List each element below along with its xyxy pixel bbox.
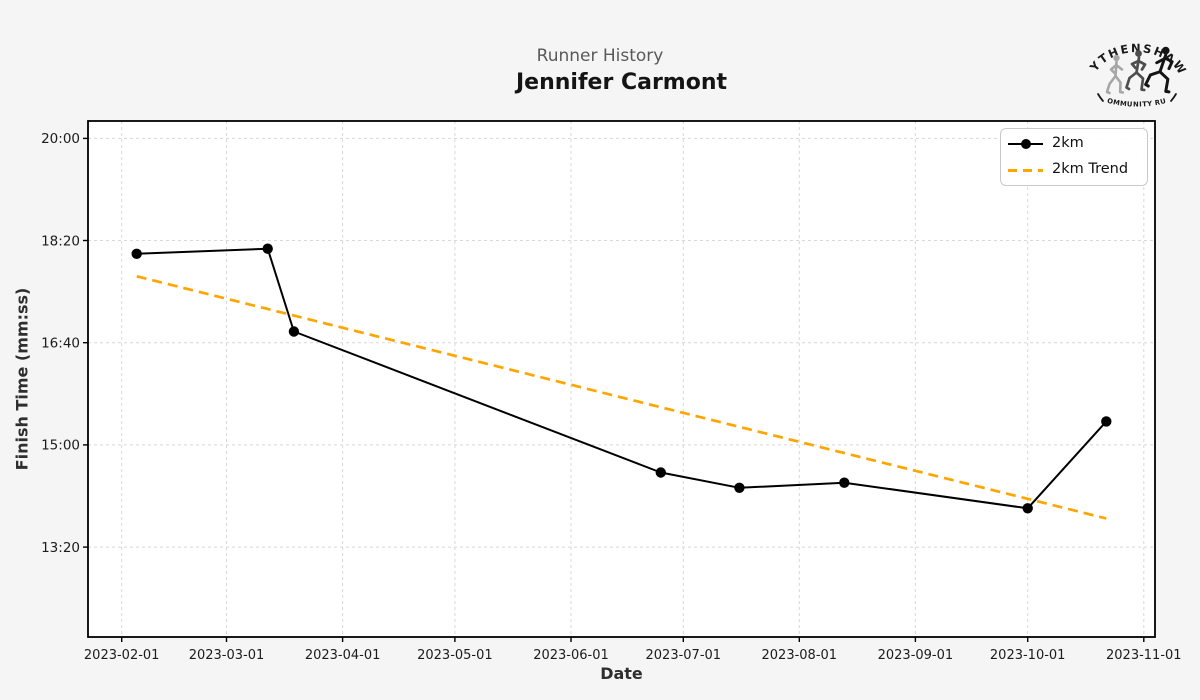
data-point-marker	[734, 482, 745, 493]
runner-silhouette-sprinting-icon	[1144, 46, 1174, 94]
runner-arm-front	[1137, 59, 1147, 71]
y-tick-label: 13:20	[41, 540, 80, 556]
runner-leg-front	[1158, 70, 1171, 94]
legend-item-2km: 2km	[1008, 134, 1139, 154]
legend-item-2km-trend: 2km Trend	[1008, 160, 1139, 180]
series-line-2km	[136, 247, 1108, 510]
legend: 2km 2km Trend	[1000, 128, 1148, 186]
runner-silhouette-walking-icon	[1105, 54, 1125, 95]
runner-arm-back	[1130, 59, 1140, 70]
x-axis-label: Date	[600, 664, 643, 683]
series-line-2km-trend	[136, 274, 1107, 520]
runner-arm-back	[1155, 57, 1167, 65]
x-tick-label: 2023-04-01	[305, 648, 381, 663]
x-tick-label: 2023-05-01	[417, 648, 493, 663]
runner-leg-back	[1144, 70, 1162, 88]
x-tick-label: 2023-02-01	[84, 648, 160, 663]
x-tick-label: 2023-06-01	[533, 648, 609, 663]
runner-head	[1161, 46, 1170, 55]
data-point-marker	[1101, 416, 1112, 427]
x-tick-label: 2023-08-01	[762, 648, 838, 663]
y-axis-label: Finish Time (mm:ss)	[12, 287, 32, 471]
runner-head	[1135, 50, 1142, 57]
y-tick-label: 15:00	[41, 438, 80, 454]
x-tick-label: 2023-09-01	[878, 648, 954, 663]
y-tick-label: 20:00	[41, 131, 80, 147]
data-point-marker	[655, 467, 666, 478]
data-point-marker	[288, 326, 300, 337]
x-tick-label: 2023-10-01	[990, 648, 1066, 663]
runner-leg-front	[1135, 71, 1146, 92]
legend-marker-dot-icon	[1020, 139, 1031, 149]
chart-supertitle: Runner History	[536, 46, 664, 66]
runner-arm-front	[1163, 56, 1174, 71]
data-point-marker	[839, 477, 850, 488]
x-tick-label: 2023-07-01	[646, 648, 722, 663]
y-tick-label: 18:20	[41, 233, 80, 249]
y-tick-label: 16:40	[41, 336, 80, 352]
data-point-marker	[131, 248, 142, 259]
runner-leg-back	[1105, 74, 1117, 95]
runner-leg-back	[1125, 71, 1138, 91]
runner-head	[1113, 54, 1120, 62]
logo-flourish-left	[1097, 93, 1104, 102]
runner-leg-front	[1114, 74, 1125, 94]
runner-arm-back	[1109, 63, 1118, 75]
x-tick-label: 2023-11-01	[1106, 648, 1182, 663]
legend-line-sample-trend	[1008, 168, 1043, 172]
legend-label-2km: 2km	[1052, 135, 1084, 152]
plot-border	[87, 120, 1156, 638]
page-title: Jennifer Carmont	[515, 70, 728, 95]
logo-flourish-right	[1170, 93, 1177, 102]
data-point-marker	[1022, 503, 1033, 514]
legend-line-sample-2km	[1008, 139, 1043, 149]
logo-wythenshawe-community-run: WYTHENSHAWE COMMUNITY RUN	[1086, 41, 1188, 108]
x-tick-label: 2023-03-01	[189, 648, 265, 663]
runner-silhouette-running-icon	[1125, 50, 1147, 92]
plot-area	[88, 121, 1155, 637]
legend-label-2km-trend: 2km Trend	[1052, 161, 1129, 178]
data-point-marker	[262, 243, 273, 254]
